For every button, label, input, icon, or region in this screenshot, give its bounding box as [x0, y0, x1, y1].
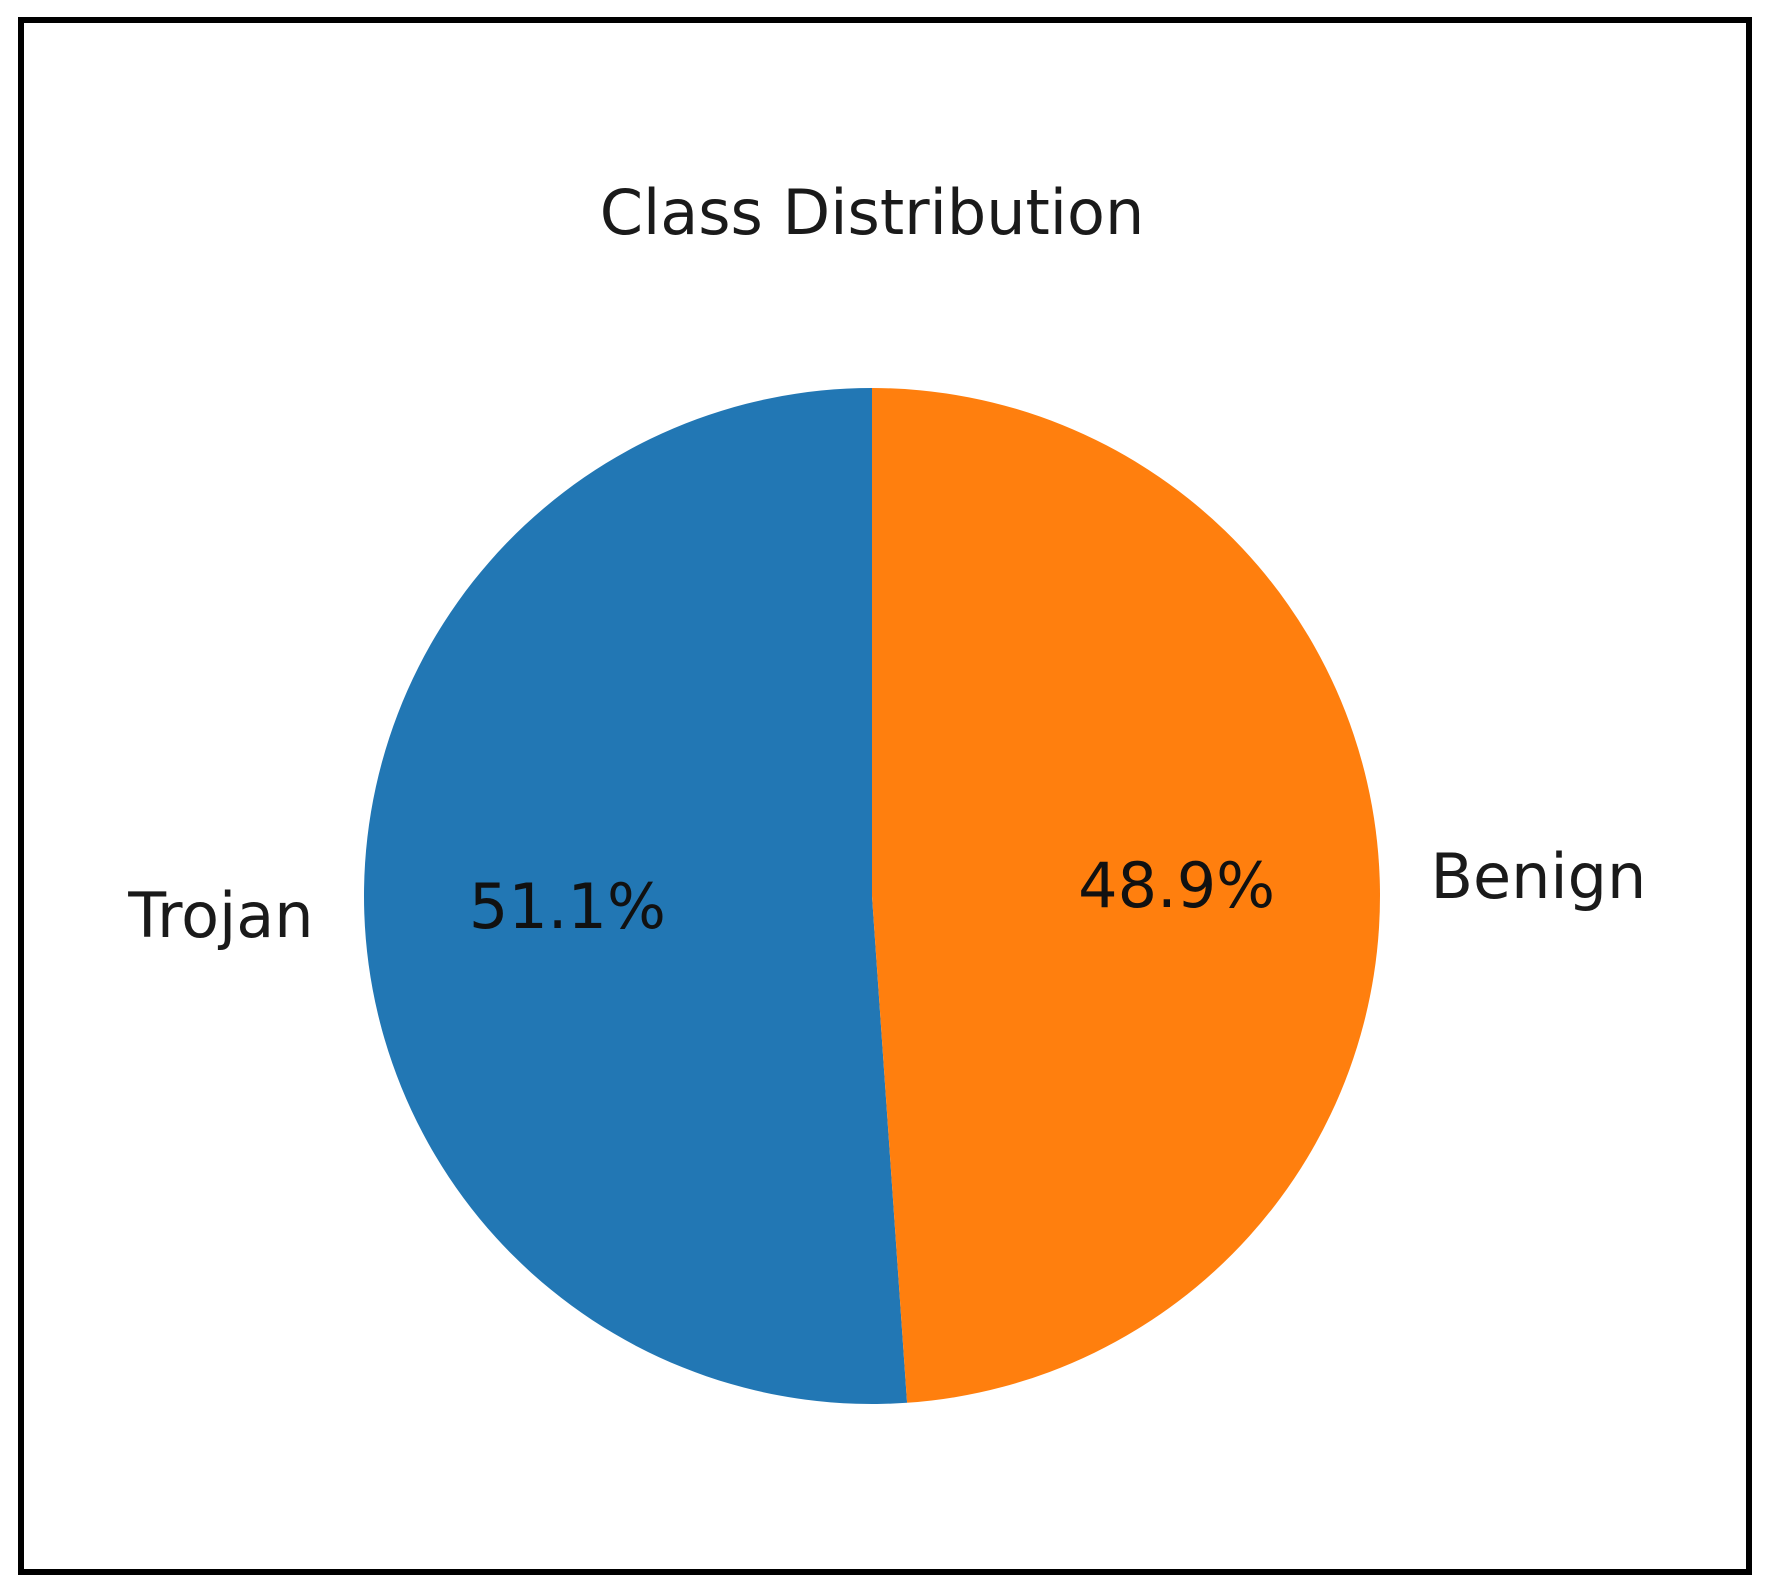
- pie-slices: [363, 388, 1380, 1404]
- chart-title: Class Distribution: [600, 176, 1145, 249]
- pie-slice-benign: [872, 388, 1380, 1403]
- pie-percent-label-trojan: 51.1%: [469, 870, 666, 943]
- pie-percent-label-benign: 48.9%: [1078, 849, 1275, 922]
- pie-labels: 51.1% Trojan 48.9% Benign: [127, 840, 1646, 952]
- pie-category-label-benign: Benign: [1430, 840, 1646, 913]
- pie-category-label-trojan: Trojan: [127, 879, 313, 952]
- pie-slice-trojan: [363, 388, 908, 1404]
